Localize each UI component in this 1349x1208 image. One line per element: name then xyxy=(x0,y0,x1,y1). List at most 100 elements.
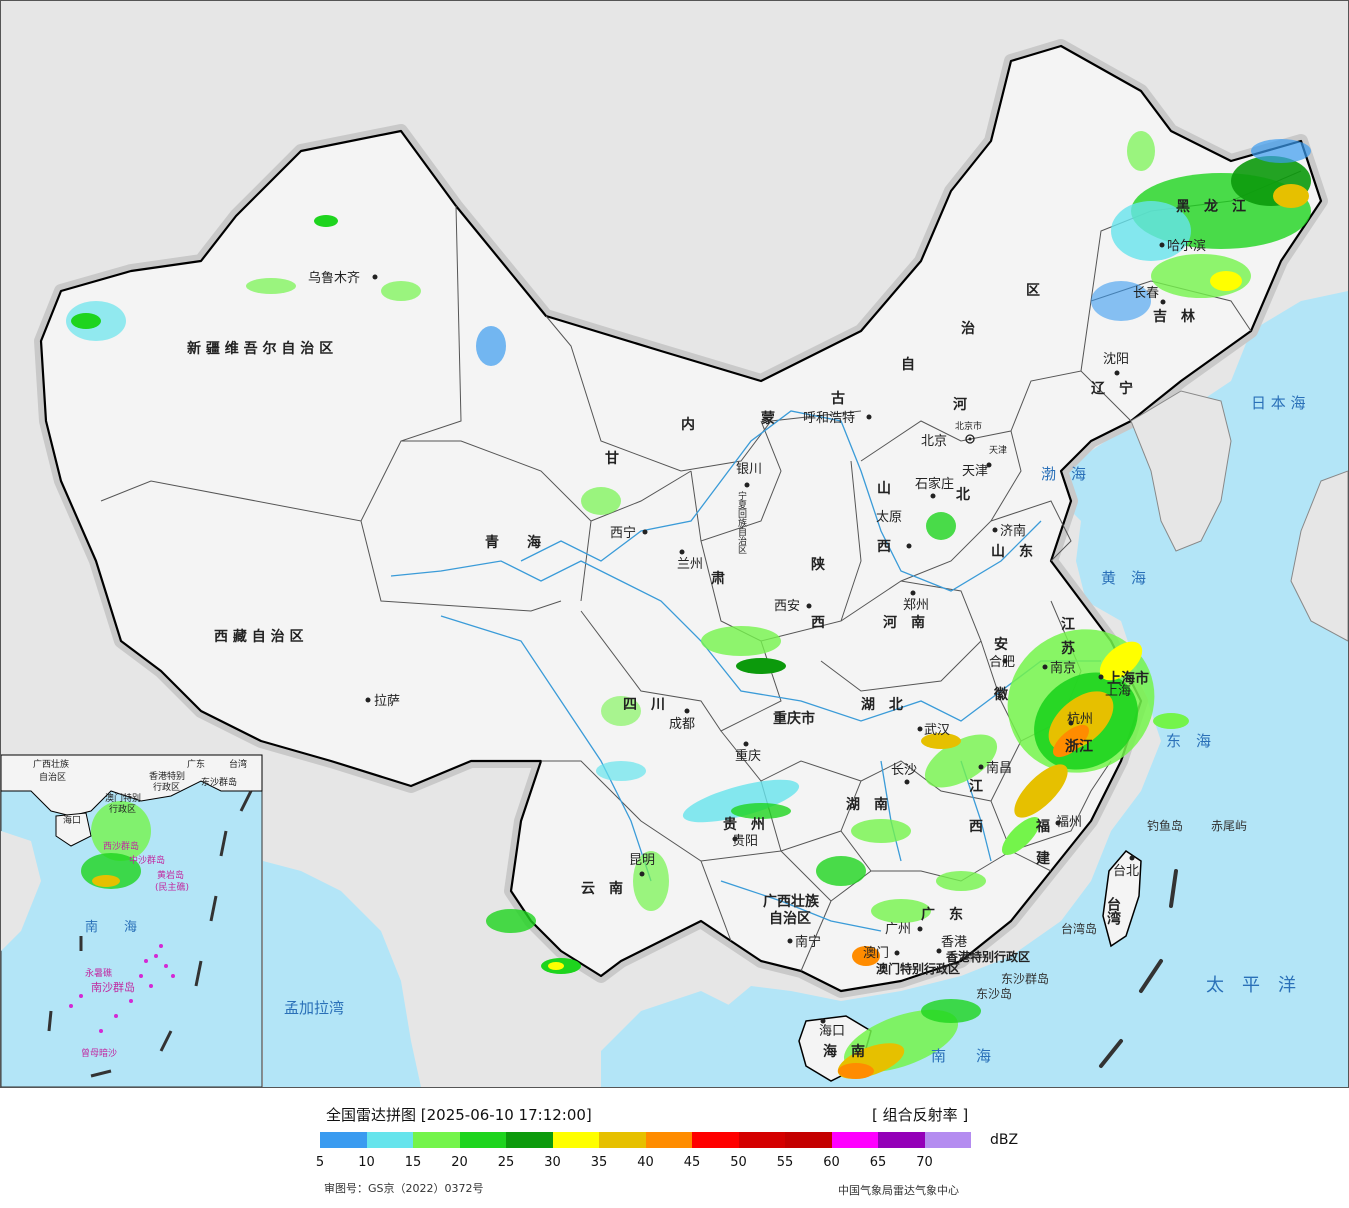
legend-tick-60: 60 xyxy=(823,1155,840,1170)
legend-tick-70: 70 xyxy=(916,1155,933,1170)
city-markers xyxy=(365,242,1166,1024)
label-taiwan: 台湾 xyxy=(1105,896,1121,926)
label-beijing: 北京 xyxy=(921,434,947,449)
label-sichuan: 四 川 xyxy=(623,697,665,713)
city-urumqi: 乌鲁木齐 xyxy=(308,270,360,286)
data-source: 中国气象局雷达气象中心 xyxy=(838,1184,959,1197)
legend-color-bar xyxy=(320,1132,971,1148)
label-jiangxi-jiang: 江 xyxy=(969,778,983,795)
legend-panel: 全国雷达拼图 [2025-06-10 17:12:00] [ 组合反射率 ] d… xyxy=(0,1088,1349,1208)
island-chiweiyu: 赤尾屿 xyxy=(1211,819,1247,833)
legend-tick-20: 20 xyxy=(451,1155,468,1170)
label-guizhou: 贵 州 xyxy=(723,816,765,833)
legend-swatch-4 xyxy=(506,1132,553,1148)
sea-bengal xyxy=(263,861,421,1087)
city-changsha: 长沙 xyxy=(891,763,917,778)
label-hebei-he: 河 xyxy=(953,396,967,413)
city-guiyang: 贵阳 xyxy=(732,834,758,849)
inset-dongsha: 东沙群岛 xyxy=(201,776,237,788)
city-haikou: 海口 xyxy=(819,1024,845,1039)
city-harbin: 哈尔滨 xyxy=(1167,238,1206,254)
legend-ticks: 5 10 15 20 25 30 35 40 45 50 55 60 65 70 xyxy=(316,1155,1020,1173)
label-fujian-fu: 福 xyxy=(1035,818,1050,835)
island-dongshaqundao: 东沙群岛 xyxy=(1001,971,1049,986)
label-neimenggu-meng: 蒙 xyxy=(761,410,775,427)
city-guangzhou: 广州 xyxy=(885,922,911,937)
inset-taiwan: 台湾 xyxy=(229,758,247,770)
label-xizang: 西 藏 自 治 区 xyxy=(214,628,304,645)
city-lhasa: 拉萨 xyxy=(374,694,400,709)
island-diaoyudao: 钓鱼岛 xyxy=(1147,818,1183,833)
inset-huangyan2: (民主礁) xyxy=(155,881,189,893)
legend-swatch-0 xyxy=(320,1132,367,1148)
city-xian: 西安 xyxy=(774,599,800,614)
sea-huanghai: 黄 海 xyxy=(1101,569,1146,587)
inset-zhongsha: 中沙群岛 xyxy=(129,854,165,866)
inset-xisha: 西沙群岛 xyxy=(103,840,139,852)
inset-hk2: 行政区 xyxy=(153,781,180,793)
south-sea-inset xyxy=(1,754,263,1087)
legend-tick-45: 45 xyxy=(683,1155,701,1170)
inset-huangyan: 黄岩岛 xyxy=(157,869,184,881)
legend-tick-55: 55 xyxy=(776,1155,794,1170)
city-hefei: 合肥 xyxy=(989,655,1015,670)
label-shanxi-xi: 西 xyxy=(877,539,891,555)
legend-tick-5: 5 xyxy=(315,1155,325,1170)
sea-nanhai: 南 海 xyxy=(931,1047,991,1065)
label-shanxi-shan: 山 xyxy=(877,481,891,497)
legend-tick-15: 15 xyxy=(404,1155,422,1170)
label-neimenggu-gu: 古 xyxy=(831,390,845,407)
city-shijiazhuang: 石家庄 xyxy=(915,476,954,492)
label-macau: 澳门特别行政区 xyxy=(876,961,960,976)
taiwan-island xyxy=(1102,850,1142,948)
label-neimenggu-zi: 自 xyxy=(901,356,915,373)
label-qinghai: 青 海 xyxy=(485,534,541,551)
inset-yongshu: 永暑礁 xyxy=(85,967,112,979)
city-nanning: 南宁 xyxy=(795,934,821,950)
city-beijing: 北京市 xyxy=(955,420,982,432)
legend-swatch-8 xyxy=(692,1132,739,1148)
inset-guangxi: 广西壮族 xyxy=(33,758,69,770)
legend-unit: dBZ xyxy=(990,1132,1019,1148)
label-neimenggu-qu: 区 xyxy=(1026,283,1040,299)
label-chongqing: 重庆市 xyxy=(773,710,815,727)
inset-zengmu: 曾母暗沙 xyxy=(81,1047,117,1059)
sea-se-asia xyxy=(601,991,741,1087)
label-shaanxi-shan: 陕 xyxy=(811,556,825,573)
label-heilongjiang: 黑 龙 江 xyxy=(1176,198,1246,215)
legend-swatch-13 xyxy=(924,1132,971,1148)
label-hk: 香港特别行政区 xyxy=(945,949,1030,964)
legend-tick-35: 35 xyxy=(590,1155,608,1170)
legend-swatch-2 xyxy=(413,1132,460,1148)
inset-guangxi2: 自治区 xyxy=(39,771,66,783)
label-neimenggu-nei: 内 xyxy=(681,416,695,433)
city-chengdu: 成都 xyxy=(669,717,695,732)
legend-tick-10: 10 xyxy=(358,1155,375,1170)
inset-nanhai: 南 海 xyxy=(85,919,137,935)
label-xinjiang: 新 疆 维 吾 尔 自 治 区 xyxy=(187,340,333,357)
label-hebei-bei: 北 xyxy=(956,487,970,503)
label-zhejiang: 浙江 xyxy=(1065,738,1093,755)
sea-mengjialawan: 孟加拉湾 xyxy=(284,999,344,1017)
city-shenyang: 沈阳 xyxy=(1103,352,1129,367)
label-guangxi1: 广西壮族 xyxy=(763,893,820,910)
legend-swatch-1 xyxy=(366,1132,413,1148)
sea-taipingyang: 太 平 洋 xyxy=(1206,975,1296,996)
legend-swatch-11 xyxy=(831,1132,878,1148)
city-xining: 西宁 xyxy=(610,525,636,541)
label-jilin: 吉 林 xyxy=(1153,308,1195,325)
label-tianjin: 天津 xyxy=(989,445,1007,456)
legend-swatch-3 xyxy=(459,1132,506,1148)
island-taiwandao: 台湾岛 xyxy=(1061,921,1097,936)
city-hohhot: 呼和浩特 xyxy=(803,411,855,426)
city-nanchang: 南昌 xyxy=(986,760,1012,776)
label-neimenggu-zhi: 治 xyxy=(961,320,975,337)
label-shanghai: 上海市 xyxy=(1107,670,1149,687)
inset-macau2: 行政区 xyxy=(109,803,136,815)
city-taipei: 台北 xyxy=(1113,864,1139,879)
label-hubei: 湖 北 xyxy=(861,697,903,713)
province-borders xyxy=(100,170,1302,972)
sea-bohai: 渤 海 xyxy=(1041,465,1086,483)
legend-title: 全国雷达拼图 [2025-06-10 17:12:00] xyxy=(326,1106,592,1124)
city-fuzhou: 福州 xyxy=(1056,815,1082,830)
